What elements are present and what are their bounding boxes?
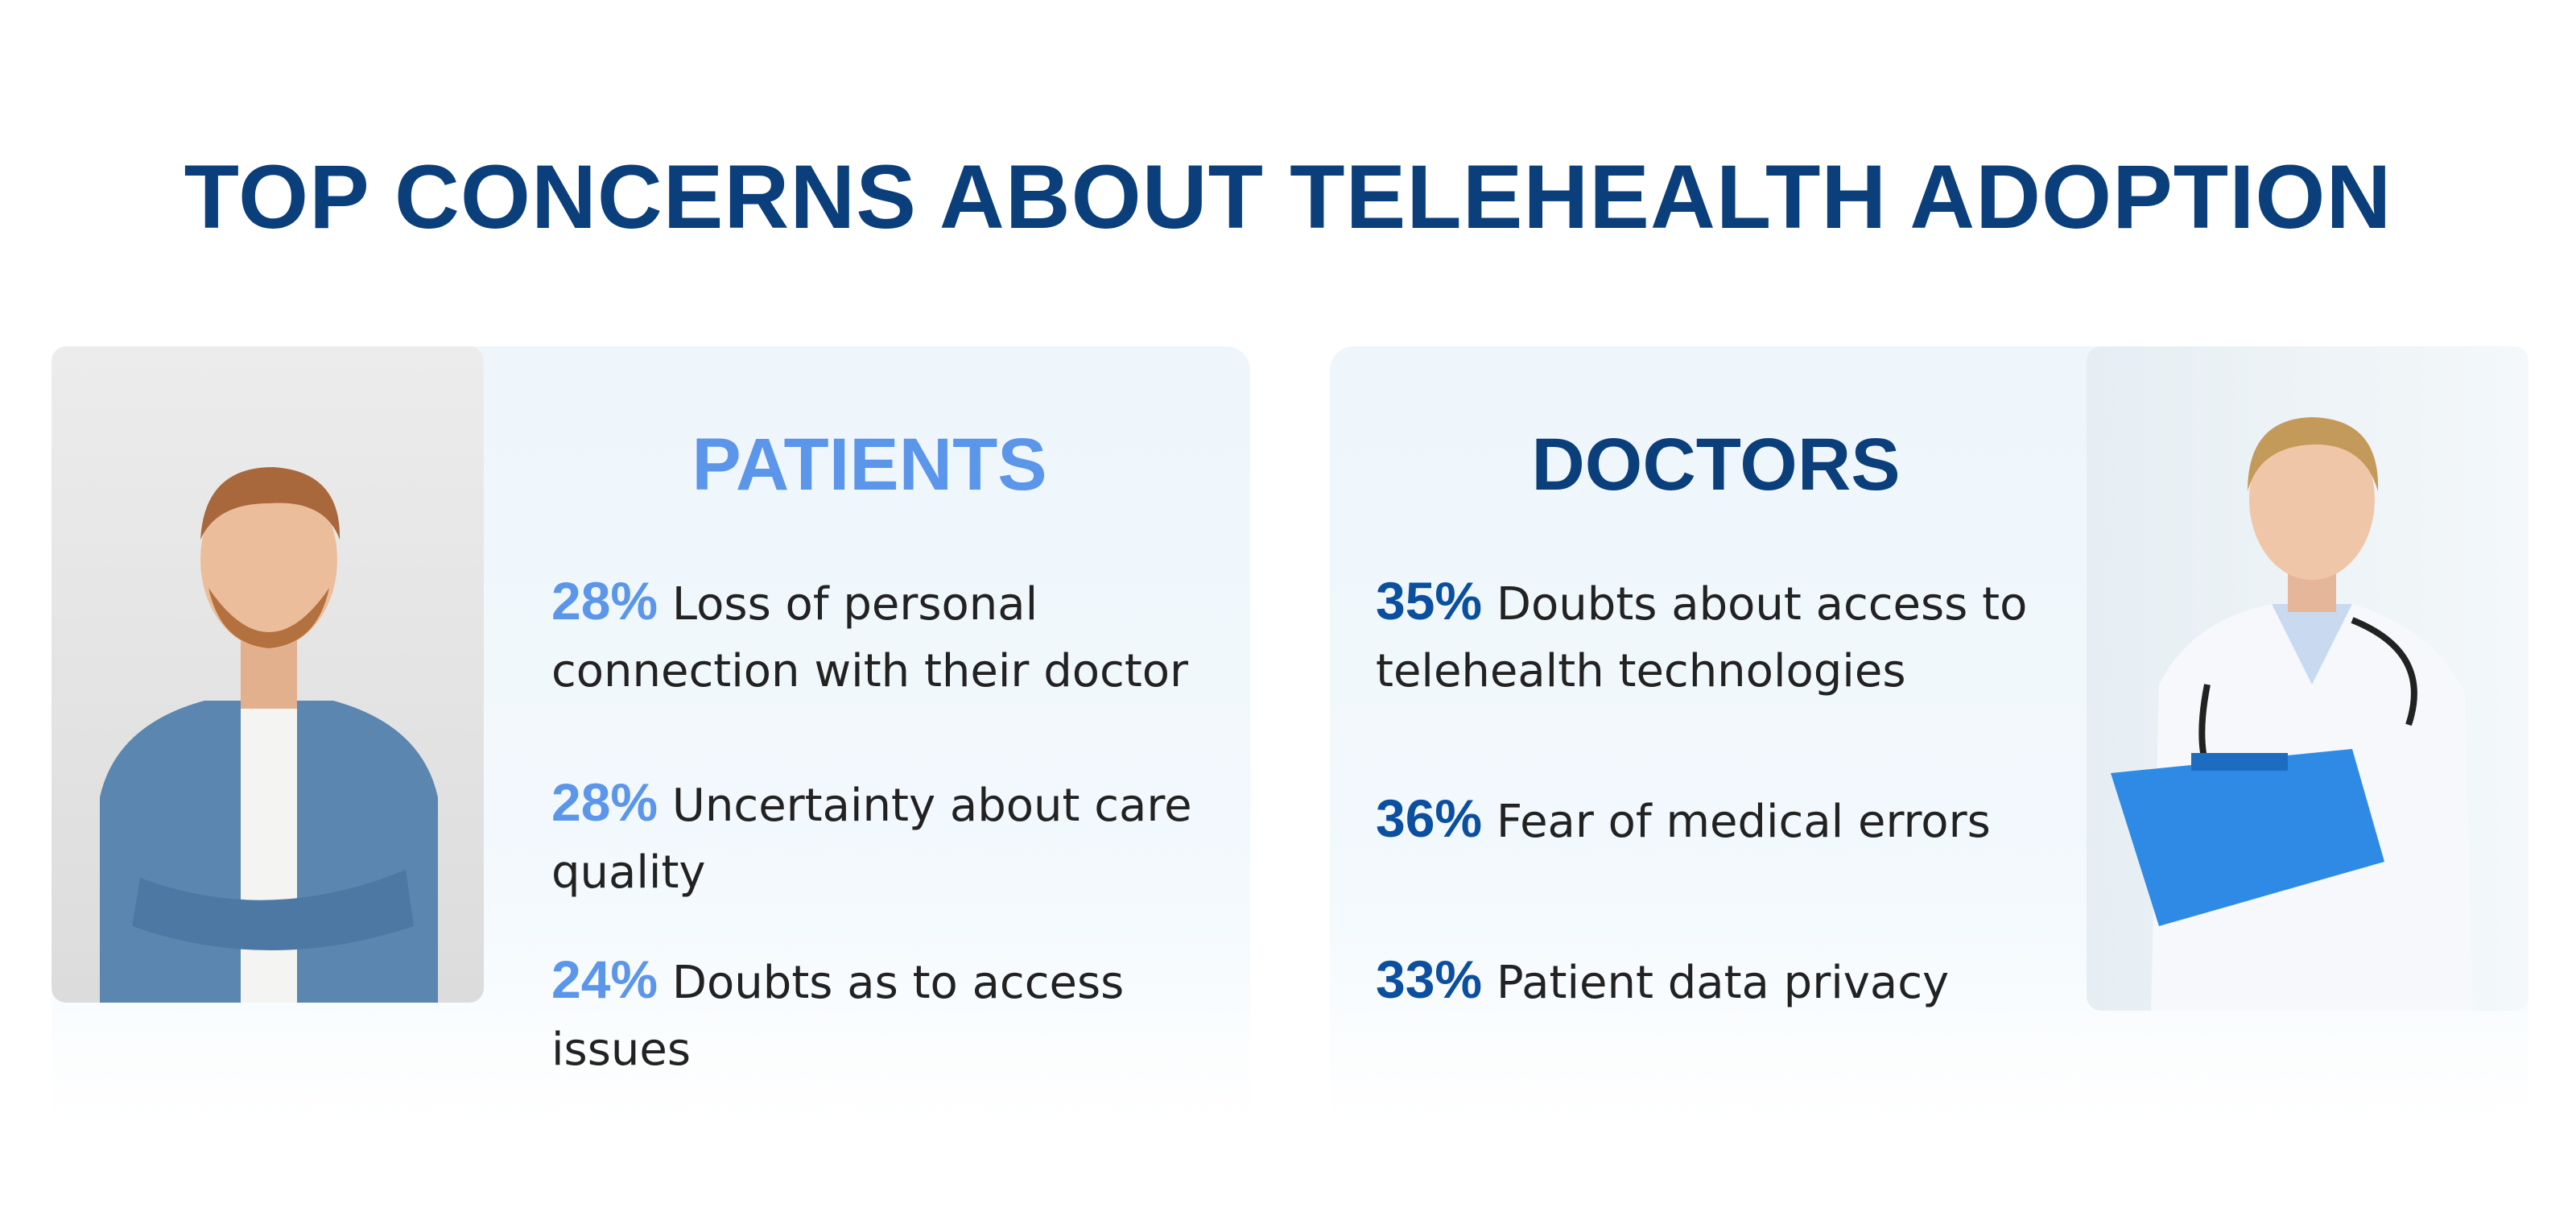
concern-text: Fear of medical errors — [1496, 796, 1991, 848]
page-title: TOP CONCERNS ABOUT TELEHEALTH ADOPTION — [184, 147, 2392, 247]
concern-percent: 24% — [551, 949, 658, 1009]
concern-percent: 28% — [551, 571, 658, 631]
concern-item: 36% Fear of medical errors — [1376, 785, 2084, 855]
doctor-illustration — [2111, 417, 2473, 1011]
concern-item: 33% Patient data privacy — [1376, 946, 2084, 1016]
concern-item: 28% Uncertainty about care quality — [551, 769, 1260, 906]
concern-text: Patient data privacy — [1496, 957, 1950, 1009]
concern-item: 24% Doubts as to access issues — [551, 946, 1260, 1083]
doctor-photo — [2087, 346, 2529, 1011]
patients-title: PATIENTS — [691, 424, 1047, 506]
concern-percent: 35% — [1376, 571, 1483, 631]
concern-text: Doubts as to access issues — [551, 957, 1125, 1076]
concern-text: Doubts about access to telehealth techno… — [1376, 578, 2028, 697]
doctors-title: DOCTORS — [1531, 424, 1901, 506]
concern-percent: 33% — [1376, 949, 1483, 1009]
concern-text: Loss of personal connection with their d… — [551, 578, 1189, 697]
concern-percent: 36% — [1376, 788, 1483, 848]
concern-item: 35% Doubts about access to telehealth te… — [1376, 568, 2084, 705]
concern-percent: 28% — [551, 772, 658, 832]
patient-illustration — [100, 467, 438, 1003]
patient-photo — [52, 346, 484, 1003]
concern-item: 28% Loss of personal connection with the… — [551, 568, 1260, 705]
concern-text: Uncertainty about care quality — [551, 780, 1192, 899]
